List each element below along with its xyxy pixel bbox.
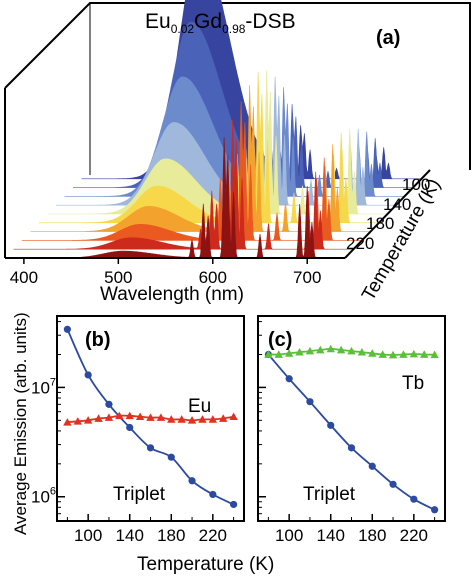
panel-a-title: Eu0.02Gd0.98-DSB [145, 10, 296, 36]
panel-b-eu-point [219, 414, 228, 422]
panel-a-temperature-tick-label: 100 [402, 175, 430, 194]
panel-c-x-tick-label: 220 [400, 526, 428, 545]
panel-b-eu-point [187, 416, 197, 424]
panel-c-x-tick-label: 140 [317, 526, 345, 545]
panel-c-triplet-point [368, 462, 376, 470]
panel-c-tb-point [274, 350, 283, 358]
panel-c-tb-point [326, 344, 335, 353]
panel-b-eu-point [146, 413, 155, 421]
panel-c-tb-point [305, 346, 315, 355]
panel-b-eu-point [94, 414, 103, 422]
panel-b-eu-point [73, 417, 82, 425]
panel-b-eu-point [167, 415, 176, 423]
panel-a-x-tick-label: 600 [199, 268, 227, 287]
panel-c-series-label-triplet: Triplet [303, 484, 356, 505]
panel-c-tb-point [388, 350, 398, 359]
panel-b-eu-point [63, 418, 72, 426]
panel-c-tb-point [409, 349, 419, 358]
panel-b-triplet-point [167, 453, 175, 461]
panel-c-ticks: 100 140 180 220 [258, 321, 436, 545]
panel-c-tb-point [430, 350, 439, 359]
panel-c-tb-point [399, 350, 408, 358]
panel-b-triplet-point [105, 400, 113, 408]
panel-b-triplet-point [209, 490, 217, 499]
panel-c-tb-point [336, 345, 346, 354]
panel-c-triplet-point [327, 421, 335, 429]
panel-c-triplet-point [306, 398, 314, 406]
panel-b-y-tick-exp: 7 [50, 376, 56, 388]
panel-b-eu-point [156, 413, 166, 421]
panel-b-x-tick-label: 180 [157, 526, 185, 545]
panel-b-eu-point [229, 412, 238, 421]
panel-b-series [63, 325, 238, 509]
panel-c-x-tick-label: 100 [275, 526, 303, 545]
panel-b-y-tick-base: 10 [31, 488, 50, 507]
panel-b-series-label-eu: Eu [188, 396, 211, 417]
panel-b-eu-point [198, 415, 207, 423]
panel-a-temperature-tick-label: 220 [346, 234, 374, 253]
panel-a-x-tick-label: 500 [104, 268, 132, 287]
panel-c-tb-point [295, 347, 304, 356]
panel-c-triplet-point [347, 444, 356, 452]
panel-b-eu-point [208, 415, 218, 423]
panel-b-eu-point [125, 411, 134, 420]
panel-c-label: (c) [268, 329, 292, 351]
panel-b-y-tick-base: 10 [31, 378, 50, 397]
panel-a-x-ticks: 400 500 600 700 [10, 258, 321, 287]
panel-c-triplet-point [389, 480, 397, 488]
panel-a-back-frame [4, 2, 471, 170]
panel-b-x-tick-label: 220 [199, 526, 227, 545]
panel-c-tb-point [420, 350, 429, 358]
panel-b-x-tick-label: 140 [116, 526, 144, 545]
panel-c-tb-point [378, 350, 387, 358]
panel-b-triplet-point [84, 371, 92, 379]
panel-c-tb-point [368, 349, 377, 357]
panel-b-triplet-point [230, 500, 238, 509]
panel-b-x-tick-label: 100 [74, 526, 102, 545]
panel-b-eu-point [115, 411, 124, 420]
panel-a-depth-axis [344, 169, 431, 259]
panel-b-eu-point [135, 412, 145, 421]
panel-a-temperature-tick-label: 180 [366, 214, 394, 233]
y-axis-label: Average Emission (arb. units) [11, 312, 30, 535]
panel-c-triplet-point [431, 506, 439, 514]
panel-b-eu-point [104, 413, 114, 421]
panel-b-triplet-point [146, 444, 155, 452]
panel-c-tb-point [316, 345, 325, 354]
panel-b-y-tick-exp: 6 [50, 486, 56, 498]
panel-b-series-label-triplet: Triplet [113, 484, 166, 505]
panel-b-triplet-point [188, 477, 196, 485]
panel-c-tb-point [284, 349, 294, 357]
panel-a-x-tick-label: 400 [10, 268, 38, 287]
panel-b-eu-point [177, 415, 186, 423]
x-axis-label: Temperature (K) [137, 554, 274, 575]
panel-b-y-tick-label: 107 [31, 376, 56, 397]
panel-c-x-tick-label: 180 [358, 526, 386, 545]
panel-b-eu-point [83, 416, 93, 424]
panel-c-tb-point [264, 350, 273, 358]
waterfall-spectra [5, 0, 422, 259]
panel-c-tb-point [347, 346, 356, 355]
panel-b-label: (b) [85, 329, 111, 351]
panel-b-triplet-point [63, 325, 71, 333]
panel-c-tb-point [357, 347, 367, 356]
panel-b-y-tick-label: 106 [31, 486, 56, 507]
panel-b-triplet-point [126, 423, 134, 432]
panel-a-x-tick-label: 700 [293, 268, 321, 287]
panel-c-triplet-point [285, 375, 293, 383]
panel-c-series [264, 344, 439, 514]
panel-c-triplet-point [410, 495, 418, 503]
panel-c: 100 140 180 220 (c) Tb Triplet [257, 315, 446, 545]
panel-a-temperature-tick-label: 140 [383, 195, 411, 214]
panel-c-series-label-tb: Tb [402, 373, 424, 394]
panel-a-x-label: Wavelength (nm) [100, 284, 244, 305]
panel-a-label: (a) [376, 27, 400, 49]
